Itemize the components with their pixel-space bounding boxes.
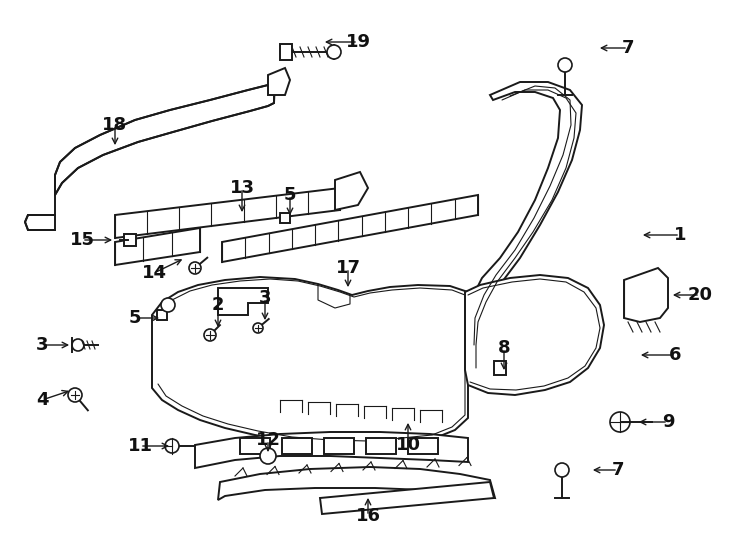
Polygon shape (124, 234, 136, 246)
Circle shape (165, 439, 179, 453)
Text: 14: 14 (142, 264, 167, 282)
Text: 20: 20 (688, 286, 713, 304)
Text: 4: 4 (36, 391, 48, 409)
Circle shape (161, 298, 175, 312)
Polygon shape (268, 68, 290, 95)
Polygon shape (218, 467, 495, 500)
Polygon shape (320, 482, 494, 514)
Text: 16: 16 (355, 507, 380, 525)
Text: 11: 11 (128, 437, 153, 455)
Polygon shape (115, 188, 340, 238)
Polygon shape (366, 438, 396, 454)
Polygon shape (624, 268, 668, 322)
Circle shape (72, 339, 84, 351)
Circle shape (189, 262, 201, 274)
Text: 2: 2 (211, 296, 225, 314)
Text: 5: 5 (128, 309, 141, 327)
Polygon shape (195, 432, 468, 468)
Polygon shape (152, 277, 468, 445)
Polygon shape (465, 275, 604, 395)
Polygon shape (157, 310, 167, 320)
Polygon shape (240, 438, 270, 454)
Text: 10: 10 (396, 436, 421, 454)
Circle shape (327, 45, 341, 59)
Text: 15: 15 (70, 231, 95, 249)
Circle shape (253, 323, 263, 333)
Circle shape (610, 412, 630, 432)
Polygon shape (218, 288, 268, 315)
Polygon shape (222, 195, 478, 262)
Polygon shape (282, 438, 312, 454)
Circle shape (558, 58, 572, 72)
Text: 7: 7 (622, 39, 634, 57)
Circle shape (555, 463, 569, 477)
Text: 3: 3 (259, 289, 272, 307)
Polygon shape (55, 82, 275, 195)
Text: 17: 17 (335, 259, 360, 277)
Text: 5: 5 (284, 186, 297, 204)
Text: 8: 8 (498, 339, 510, 357)
Text: 18: 18 (103, 116, 128, 134)
Circle shape (68, 388, 82, 402)
Text: 3: 3 (36, 336, 48, 354)
Text: 19: 19 (346, 33, 371, 51)
Polygon shape (408, 438, 438, 454)
Polygon shape (494, 361, 506, 375)
Polygon shape (335, 172, 368, 210)
Text: 7: 7 (611, 461, 624, 479)
Circle shape (260, 448, 276, 464)
Text: 6: 6 (669, 346, 681, 364)
Polygon shape (115, 228, 200, 265)
Text: 13: 13 (230, 179, 255, 197)
Polygon shape (462, 82, 582, 370)
Polygon shape (280, 44, 292, 60)
Text: 1: 1 (674, 226, 686, 244)
Polygon shape (25, 215, 55, 230)
Circle shape (204, 329, 216, 341)
Text: 9: 9 (662, 413, 675, 431)
Polygon shape (280, 213, 290, 223)
Text: 12: 12 (255, 431, 280, 449)
Polygon shape (324, 438, 354, 454)
